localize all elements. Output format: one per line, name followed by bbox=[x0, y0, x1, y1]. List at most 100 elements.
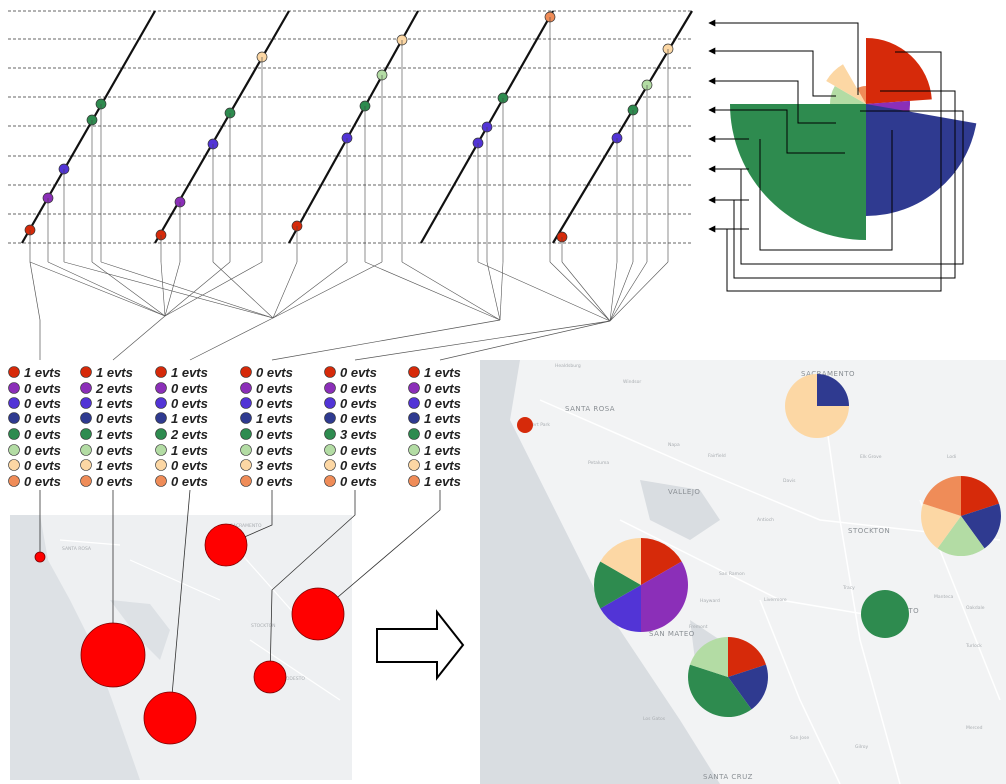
category-swatch bbox=[240, 412, 252, 424]
ocean-area bbox=[10, 515, 140, 780]
right-arrow-icon bbox=[376, 609, 465, 681]
event-count-label: 0 evts bbox=[96, 474, 133, 489]
category-swatch bbox=[408, 397, 420, 409]
hub-link bbox=[609, 261, 618, 322]
pie-slice bbox=[785, 374, 849, 438]
category-swatch bbox=[408, 475, 420, 487]
category-swatch bbox=[324, 412, 336, 424]
event-location-marker bbox=[34, 551, 46, 563]
legend-pie-slice bbox=[866, 104, 977, 216]
map-place-label: Tracy bbox=[842, 585, 855, 591]
table-to-map-link bbox=[169, 489, 191, 719]
category-swatch bbox=[80, 459, 92, 471]
event-count-label: 1 evts bbox=[171, 411, 208, 426]
category-swatch bbox=[408, 459, 420, 471]
legend-pie-slice bbox=[866, 38, 932, 104]
map-place-label: Antioch bbox=[757, 517, 774, 523]
category-swatch bbox=[324, 397, 336, 409]
pie-slice bbox=[600, 538, 641, 585]
event-count-label: 1 evts bbox=[96, 396, 133, 411]
event-count-label: 0 evts bbox=[424, 381, 461, 396]
pie-slice bbox=[728, 664, 768, 710]
category-swatch bbox=[240, 444, 252, 456]
hub-link bbox=[272, 261, 298, 319]
map-place-label: SANTA ROSA bbox=[565, 405, 615, 413]
category-swatch bbox=[324, 444, 336, 456]
map-place-label: Healdsburg bbox=[555, 363, 581, 369]
hub-link bbox=[499, 261, 504, 321]
location-pie-chart bbox=[785, 374, 849, 438]
pie-slice bbox=[690, 637, 728, 677]
category-swatch bbox=[155, 444, 167, 456]
hub-link bbox=[29, 261, 166, 317]
category-swatch bbox=[80, 444, 92, 456]
category-swatch bbox=[408, 428, 420, 440]
category-swatch bbox=[240, 382, 252, 394]
legend-connector bbox=[749, 80, 836, 124]
category-swatch bbox=[240, 459, 252, 471]
pie-slice bbox=[817, 374, 849, 406]
event-count-label: 0 evts bbox=[171, 458, 208, 473]
event-count-label: 3 evts bbox=[256, 458, 293, 473]
pie-slice bbox=[728, 637, 766, 677]
event-count-label: 0 evts bbox=[256, 396, 293, 411]
event-count-label: 1 evts bbox=[424, 458, 461, 473]
location-pie-chart bbox=[688, 637, 768, 718]
pie-slice bbox=[517, 417, 533, 433]
timeline-trajectory bbox=[154, 10, 290, 244]
map-place-label: SANTA ROSA bbox=[62, 546, 92, 552]
category-swatch bbox=[408, 444, 420, 456]
hub-link bbox=[91, 261, 166, 317]
map-place-label: Davis bbox=[783, 478, 796, 484]
map-road bbox=[819, 379, 901, 784]
event-count-label: 0 evts bbox=[256, 474, 293, 489]
event-count-label: 0 evts bbox=[424, 427, 461, 442]
event-count-label: 0 evts bbox=[340, 474, 377, 489]
map-road bbox=[759, 599, 841, 784]
category-legend-pie bbox=[708, 19, 977, 292]
category-swatch bbox=[408, 382, 420, 394]
hub-link bbox=[609, 261, 669, 322]
event-count-label: 0 evts bbox=[24, 381, 61, 396]
category-swatch bbox=[8, 397, 20, 409]
event-count-label: 0 evts bbox=[340, 381, 377, 396]
event-count-label: 0 evts bbox=[340, 458, 377, 473]
map-place-label: Gilroy bbox=[855, 744, 868, 750]
map-place-label: Petaluma bbox=[588, 460, 609, 466]
legend-pie-slice bbox=[826, 64, 866, 104]
event-count-label: 0 evts bbox=[24, 443, 61, 458]
pie-slice bbox=[641, 538, 682, 585]
category-swatch bbox=[155, 366, 167, 378]
event-count-label: 2 evts bbox=[170, 427, 208, 442]
map-place-label: Los Gatos bbox=[643, 716, 666, 722]
category-swatch bbox=[8, 459, 20, 471]
timeline-trajectory bbox=[288, 10, 419, 244]
location-pie-chart bbox=[517, 417, 533, 433]
event-count-label: 0 evts bbox=[171, 474, 208, 489]
event-count-label: 0 evts bbox=[256, 427, 293, 442]
location-pie-chart bbox=[861, 590, 909, 638]
category-swatch bbox=[324, 475, 336, 487]
event-count-label: 0 evts bbox=[24, 458, 61, 473]
map-place-label: Livermore bbox=[764, 597, 787, 603]
legend-connector bbox=[749, 109, 845, 154]
category-swatch bbox=[80, 366, 92, 378]
event-count-label: 1 evts bbox=[424, 411, 461, 426]
category-swatch bbox=[155, 475, 167, 487]
event-count-label: 0 evts bbox=[256, 365, 293, 380]
hub-link bbox=[212, 261, 274, 319]
category-swatch bbox=[8, 366, 20, 378]
table-link bbox=[112, 315, 166, 361]
pie-slice bbox=[961, 503, 1001, 549]
map-place-label: SACRAMENTO bbox=[230, 523, 262, 529]
table-link bbox=[189, 317, 274, 361]
before-map: SACRAMENTO SANTA ROSA STOCKTON MODESTO bbox=[10, 489, 441, 780]
pie-slice bbox=[688, 664, 752, 718]
event-count-label: 1 evts bbox=[424, 474, 461, 489]
hub-link bbox=[364, 261, 501, 321]
location-pie-chart bbox=[594, 538, 688, 632]
